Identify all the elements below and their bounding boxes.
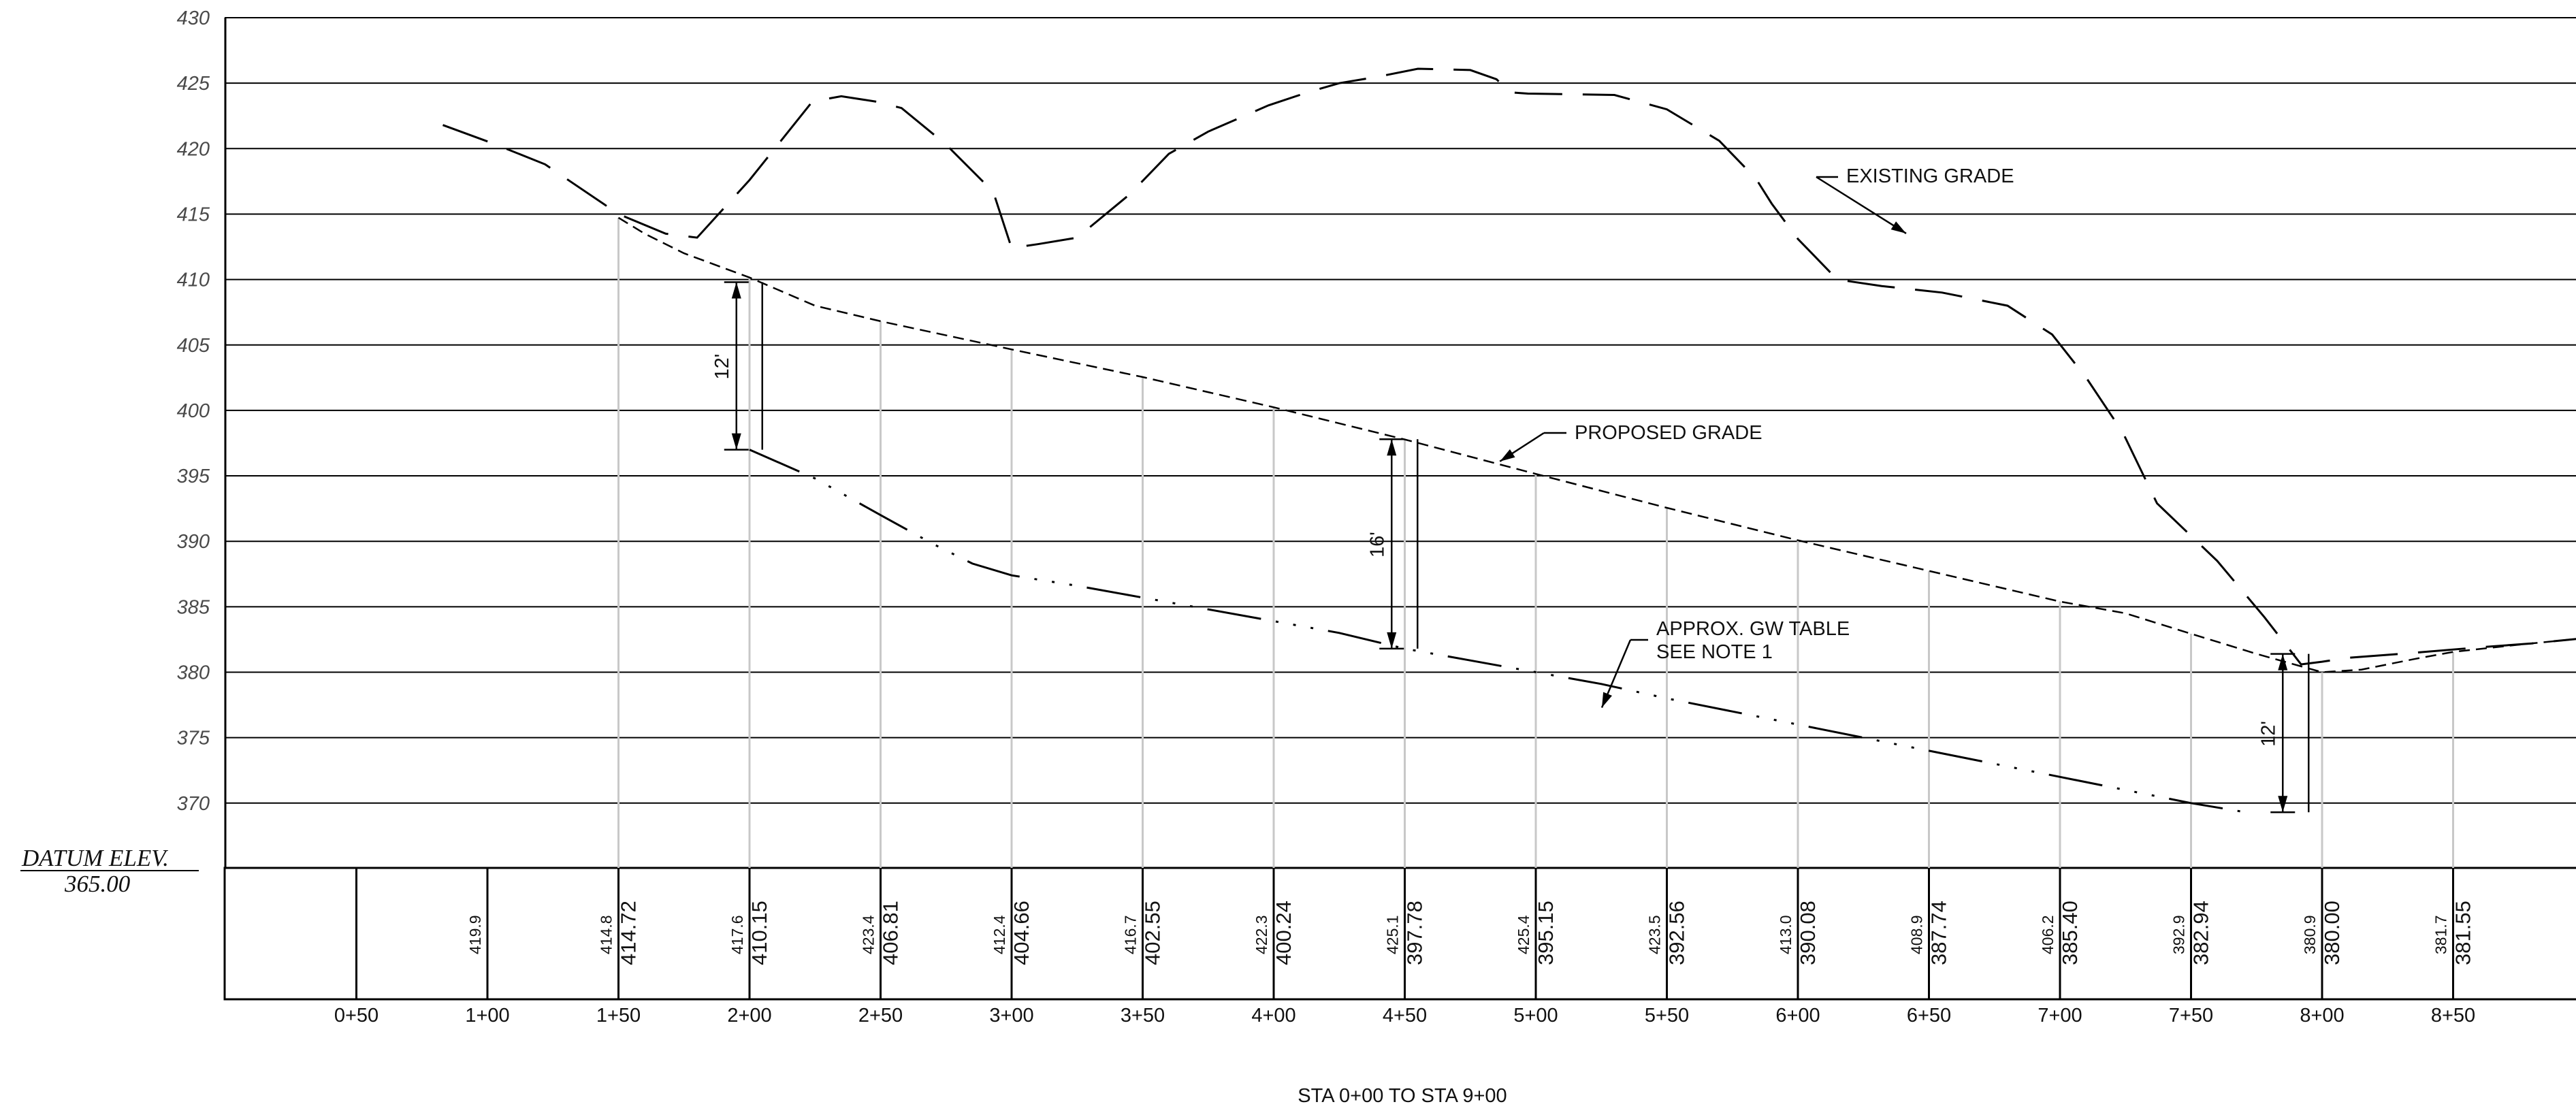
x-tick-label-3+50: 3+50 — [1121, 1005, 1165, 1027]
x-tick-label-2+00: 2+00 — [727, 1005, 771, 1027]
proposed-elev-3+50: 402.55 — [1141, 901, 1165, 965]
proposed-elev-4+50: 397.78 — [1403, 901, 1427, 965]
dimension-arrow-bottom-1 — [731, 433, 741, 450]
series-line-1 — [442, 67, 2576, 666]
proposed-elev-8+00: 380.00 — [2320, 901, 2344, 965]
y-tick-label-380: 380 — [177, 662, 210, 684]
dimension-label-3: 12' — [2257, 721, 2279, 747]
existing-elev-2+50: 423.4 — [860, 915, 878, 954]
callout-text-3: APPROX. GW TABLE — [1656, 618, 1850, 640]
existing-elev-7+50: 392.9 — [2170, 915, 2188, 954]
dimension-arrow-bottom-2 — [1387, 632, 1397, 649]
callout-text-4: SEE NOTE 1 — [1656, 641, 1773, 663]
proposed-elev-6+50: 387.74 — [1927, 901, 1951, 965]
x-tick-label-2+50: 2+50 — [858, 1005, 903, 1027]
station-lines — [617, 217, 2454, 868]
y-tick-label-400: 400 — [177, 400, 210, 422]
datum-label: DATUM ELEV. — [21, 845, 169, 871]
existing-elev-8+50: 381.7 — [2432, 915, 2450, 954]
y-tick-label-425: 425 — [177, 73, 210, 95]
callout-arrow-2 — [1500, 449, 1515, 462]
x-axis-caption: STA 0+00 TO STA 9+00 — [1298, 1085, 1507, 1107]
callout-text-2: PROPOSED GRADE — [1575, 422, 1762, 444]
profile-series — [442, 67, 2576, 813]
existing-elev-1+00: 419.9 — [466, 915, 484, 954]
proposed-elev-7+50: 382.94 — [2189, 901, 2213, 965]
callout-arrow-1 — [1890, 221, 1906, 233]
x-tick-label-6+00: 6+00 — [1775, 1005, 1820, 1027]
x-tick-label-8+00: 8+00 — [2300, 1005, 2344, 1027]
proposed-elev-3+00: 404.66 — [1010, 901, 1033, 965]
existing-elev-5+50: 423.5 — [1646, 915, 1664, 954]
data-table: 419.9 414.8 414.72 417.6 410.15 423.4 406.81 41… — [223, 867, 2576, 1001]
existing-elev-6+00: 413.0 — [1777, 915, 1794, 954]
x-tick-label-8+50: 8+50 — [2431, 1005, 2475, 1027]
y-tick-label-405: 405 — [177, 335, 210, 357]
existing-elev-6+50: 408.9 — [1908, 915, 1926, 954]
proposed-elev-1+50: 414.72 — [617, 901, 641, 965]
callouts: EXISTING GRADE PROPOSED GRADE APPROX. GW T… — [1499, 165, 2014, 709]
proposed-elev-4+00: 400.24 — [1272, 901, 1295, 965]
dimension-arrow-top-3 — [2278, 653, 2288, 670]
y-tick-label-385: 385 — [177, 596, 210, 618]
y-tick-label-420: 420 — [177, 138, 210, 160]
existing-elev-3+00: 412.4 — [991, 915, 1008, 954]
x-tick-label-7+50: 7+50 — [2169, 1005, 2213, 1027]
proposed-elev-6+00: 390.08 — [1796, 901, 1820, 965]
proposed-elev-8+50: 381.55 — [2451, 901, 2475, 965]
x-tick-label-1+00: 1+00 — [465, 1005, 509, 1027]
y-tick-label-375: 375 — [177, 728, 210, 749]
proposed-elev-2+50: 406.81 — [879, 901, 903, 965]
x-tick-label-4+00: 4+00 — [1251, 1005, 1295, 1027]
axis-labels: 370 375 380 385 390 395 400 405 410 415 420 425 430 0… — [177, 7, 2476, 1027]
x-tick-label-6+50: 6+50 — [1907, 1005, 1951, 1027]
y-tick-label-410: 410 — [177, 270, 210, 291]
x-tick-label-1+50: 1+50 — [596, 1005, 641, 1027]
elevation-grid — [224, 17, 2576, 868]
dimension-label-1: 12' — [711, 354, 733, 380]
data-table-frame — [223, 867, 2576, 1001]
y-tick-label-415: 415 — [177, 204, 210, 225]
dimension-arrow-bottom-3 — [2278, 796, 2288, 813]
x-tick-label-4+50: 4+50 — [1383, 1005, 1427, 1027]
dimension-arrow-top-1 — [731, 282, 741, 299]
existing-elev-4+50: 425.1 — [1384, 915, 1402, 954]
y-tick-label-395: 395 — [177, 466, 210, 487]
y-tick-label-390: 390 — [177, 531, 210, 553]
x-tick-label-0+50: 0+50 — [334, 1005, 379, 1027]
dimension-arrow-top-2 — [1387, 439, 1397, 456]
existing-elev-2+00: 417.6 — [728, 915, 746, 954]
datum-value: 365.00 — [64, 871, 131, 897]
existing-elev-1+50: 414.8 — [598, 915, 615, 954]
existing-elev-7+00: 406.2 — [2039, 915, 2057, 954]
x-tick-label-5+00: 5+00 — [1513, 1005, 1558, 1027]
proposed-elev-7+00: 385.40 — [2058, 901, 2082, 965]
x-tick-label-5+50: 5+50 — [1645, 1005, 1689, 1027]
proposed-elev-5+50: 392.56 — [1665, 901, 1689, 965]
callout-leader-1 — [1816, 176, 1907, 234]
series-line-2 — [617, 216, 2576, 673]
existing-elev-4+00: 422.3 — [1253, 915, 1270, 954]
existing-elev-3+50: 416.7 — [1122, 915, 1140, 954]
callout-text-1: EXISTING GRADE — [1846, 165, 2014, 187]
x-tick-label-7+00: 7+00 — [2038, 1005, 2082, 1027]
proposed-elev-5+00: 395.15 — [1534, 901, 1558, 965]
series-line-3 — [749, 449, 2247, 813]
dimension-markers: 12' 16' 12' — [711, 281, 2310, 813]
dimension-label-2: 16' — [1366, 532, 1388, 558]
existing-elev-5+00: 425.4 — [1515, 915, 1532, 954]
y-tick-label-370: 370 — [177, 793, 210, 815]
proposed-elev-2+00: 410.15 — [747, 901, 771, 965]
callout-arrow-3 — [1602, 692, 1612, 708]
x-tick-label-3+00: 3+00 — [989, 1005, 1033, 1027]
y-tick-label-430: 430 — [177, 7, 210, 29]
existing-elev-8+00: 380.9 — [2301, 915, 2319, 954]
